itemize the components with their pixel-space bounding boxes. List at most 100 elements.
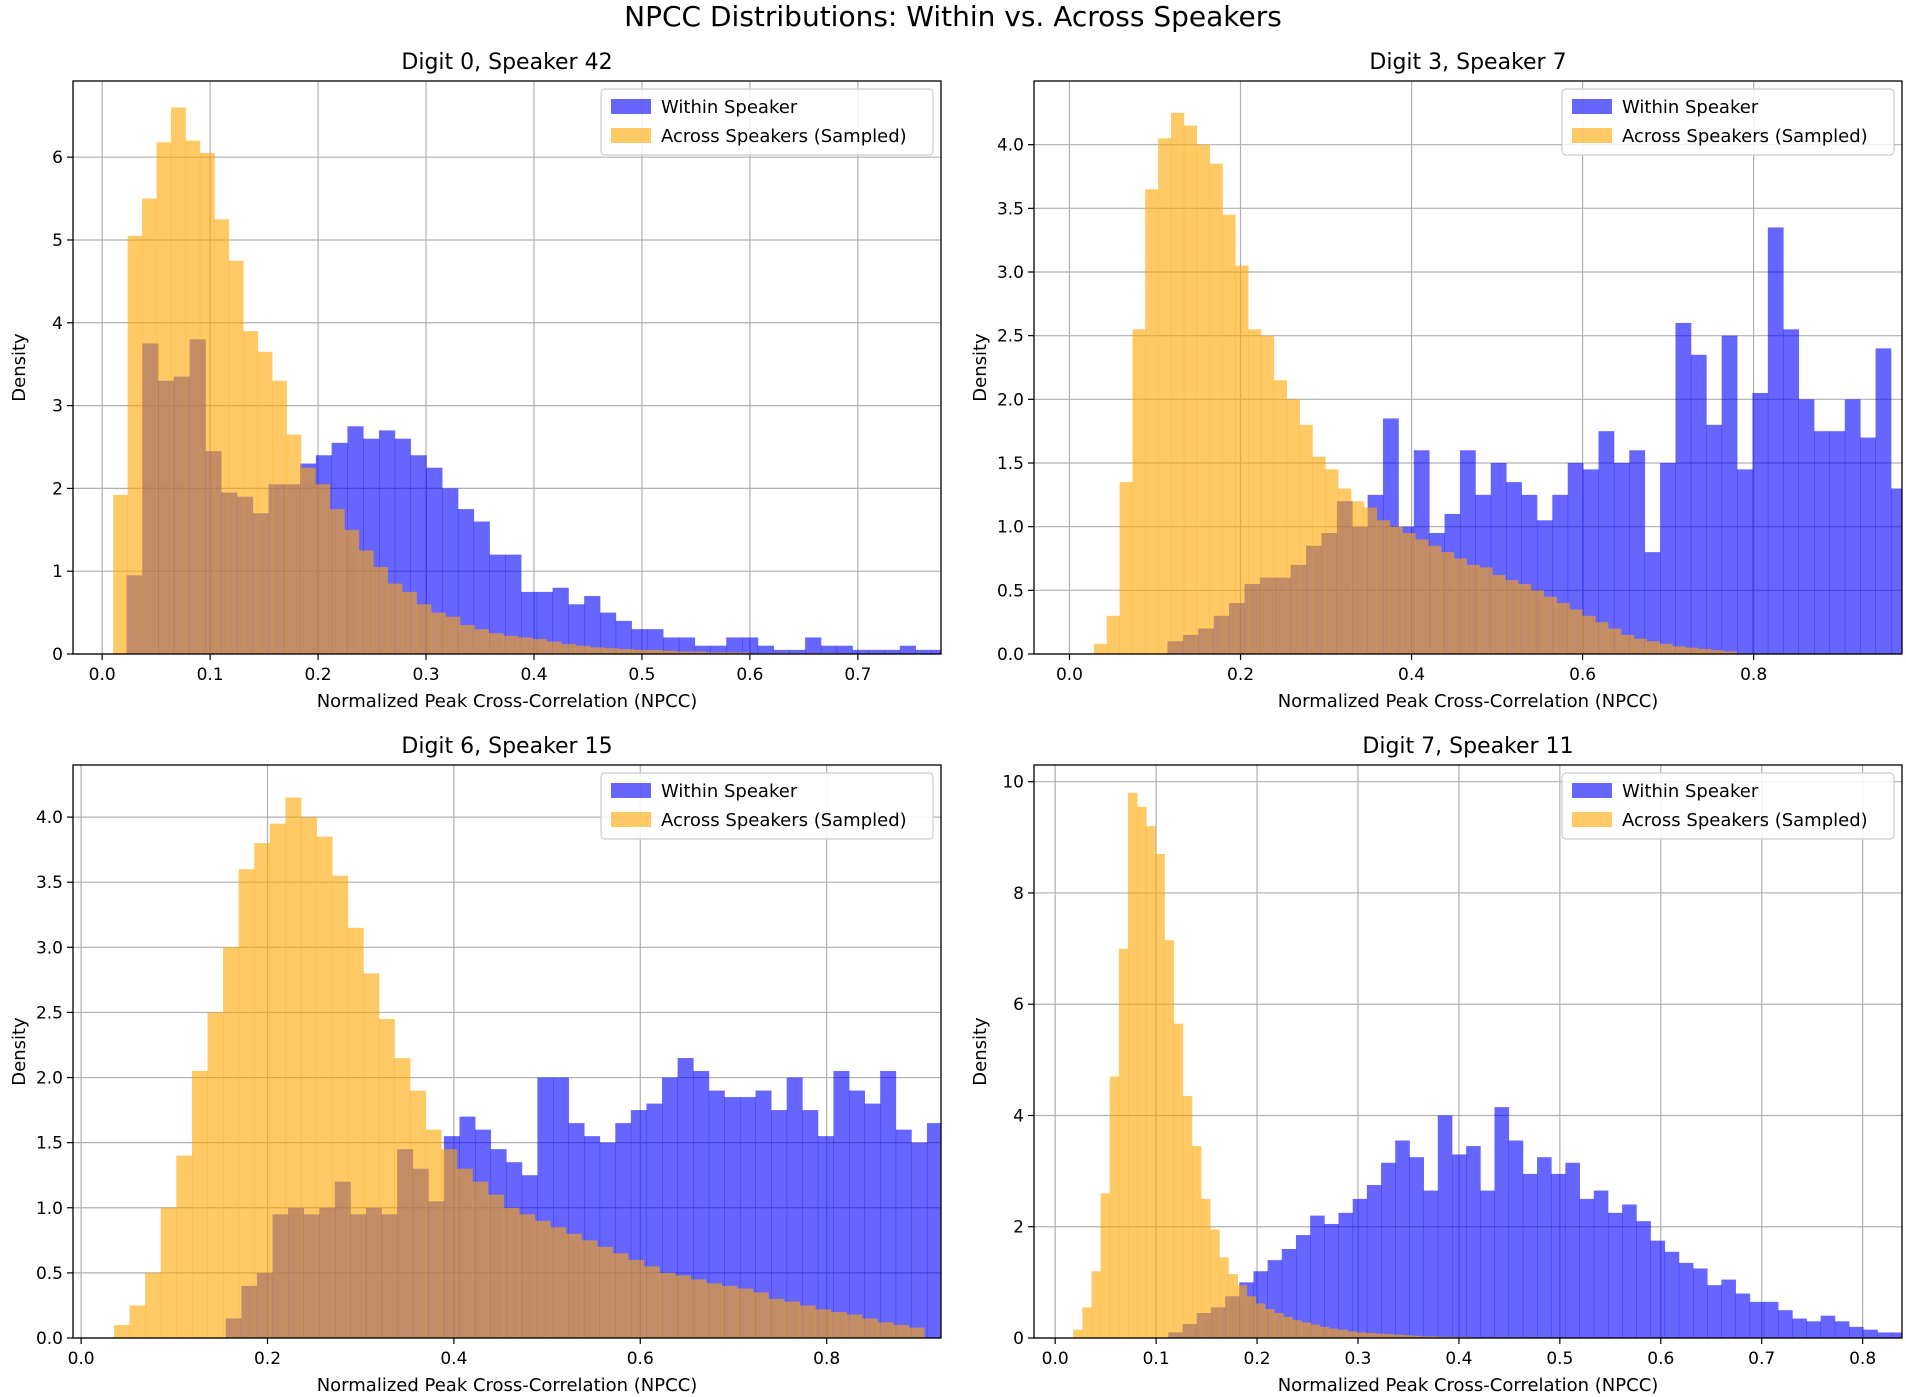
within-speaker-bar [1849,1326,1864,1338]
across-speaker-bar [705,652,721,654]
across-speaker-bar [1365,1332,1375,1338]
within-speaker-bar [926,1123,941,1338]
within-speaker-bar [1622,1204,1637,1338]
within-speaker-bar [694,645,711,654]
within-speaker-bar [802,1110,819,1338]
across-speaker-bar [734,652,750,654]
across-speaker-bar [1415,539,1429,654]
x-tick-label: 0.0 [89,665,116,685]
within-speaker-bar [963,650,979,654]
legend-swatch-across [1572,812,1612,827]
across-speaker-bar [846,1314,863,1338]
y-tick-label: 4 [1013,1106,1024,1126]
x-tick-label: 0.2 [1227,665,1254,685]
within-speaker-bar [1583,469,1599,654]
across-speaker-bar [1697,648,1712,654]
within-speaker-bar [931,649,941,654]
within-speaker-bar [979,650,995,654]
across-speaker-bar [1191,1146,1202,1338]
legend-swatch-within [611,783,651,798]
within-speaker-bar [1863,1329,1878,1338]
across-speaker-bar [1073,1329,1083,1338]
legend-swatch-within [1572,783,1612,798]
across-speaker-bar [1518,583,1532,654]
y-tick-label: 10 [1002,773,1024,793]
across-speaker-bar [358,550,374,654]
x-tick-label: 0.8 [1740,665,1767,685]
across-speaker-bar [1091,1271,1101,1338]
across-speaker-bar [1260,335,1275,654]
across-speaker-bar [1347,1331,1357,1338]
across-speaker-bar [1505,580,1519,654]
x-tick-label: 0.5 [628,665,655,685]
across-speaker-bar [1582,615,1596,654]
legend-swatch-within [1572,99,1612,114]
within-speaker-bar [849,1090,866,1338]
across-speaker-bar [589,647,605,654]
x-tick-label: 0.2 [305,665,332,685]
across-speaker-bar [185,140,201,654]
across-speaker-bar [269,823,286,1338]
y-tick-label: 0 [1013,1329,1024,1349]
x-axis-label: Normalized Peak Cross-Correlation (NPCC) [317,691,698,712]
legend-label-within: Within Speaker [1622,97,1759,118]
x-tick-label: 0.7 [844,665,871,685]
across-speaker-bar [1228,1274,1238,1338]
across-speaker-bar [737,1288,754,1338]
across-speaker-bar [487,1194,504,1338]
within-speaker-bar [1721,1279,1736,1338]
across-speaker-bar [1659,643,1673,654]
within-speaker-bar [1395,1140,1410,1338]
within-speaker-bar [1338,1212,1354,1338]
within-speaker-bar [1735,1293,1751,1338]
across-speaker-bar [191,1071,208,1338]
x-tick-label: 0.5 [1546,1349,1573,1369]
across-speaker-bar [1237,1285,1248,1338]
y-tick-label: 2.5 [997,327,1024,347]
across-speaker-bar [1246,1296,1257,1338]
across-speaker-bar [1273,380,1288,654]
within-speaker-bar [1281,1248,1297,1338]
within-speaker-bar [805,637,822,654]
within-speaker-bar [457,509,475,654]
across-speaker-bar [1196,144,1210,654]
across-speaker-bar [1374,1333,1385,1338]
across-speaker-bar [316,836,333,1338]
across-speaker-bar [199,153,215,654]
across-speaker-bar [456,1168,473,1338]
across-speaker-bar [581,1240,598,1338]
x-tick-label: 0.0 [68,1349,95,1369]
within-speaker-bar [1613,463,1630,654]
legend: Within Speaker Across Speakers (Sampled) [1561,88,1895,156]
legend-swatch-within [611,99,651,114]
y-tick-label: 2.0 [997,390,1024,410]
across-speaker-bar [1595,622,1609,654]
y-tick-label: 1.5 [997,454,1024,474]
within-speaker-bar [724,1097,741,1338]
x-tick-label: 0.6 [1647,1349,1674,1369]
within-speaker-bar [974,1110,990,1338]
within-speaker-bar [505,554,522,654]
y-tick-label: 2 [52,479,63,499]
legend-label-across: Across Speakers (Sampled) [1622,810,1868,831]
legend: Within Speaker Across Speakers (Sampled) [600,772,934,840]
across-speaker-bar [643,1266,660,1338]
across-speaker-bar [1411,1335,1421,1338]
across-speaker-bar [1530,590,1545,654]
across-speaker-bar [612,1253,629,1338]
within-speaker-bar [1814,431,1830,654]
within-speaker-bar [771,1110,788,1338]
across-speaker-bar [1286,399,1300,654]
within-speaker-bar [1678,1262,1694,1338]
across-speaker-bar [315,484,331,654]
across-speaker-bar [286,434,302,654]
y-tick-label: 3.0 [36,938,63,958]
within-speaker-bar [1579,1198,1595,1338]
across-speaker-bar [1109,1076,1120,1338]
subplot-3: 0.0 0.2 0.4 0.6 0.8 0.0 0.5 1.0 1.5 2.0 2.5 3.0 3.5 4… [9,734,990,1396]
across-speaker-bar [1338,1329,1348,1338]
across-speaker-bar [243,331,259,654]
across-speaker-bar [1556,603,1570,654]
across-speaker-bar [647,649,663,654]
across-speaker-bar [519,1214,536,1338]
